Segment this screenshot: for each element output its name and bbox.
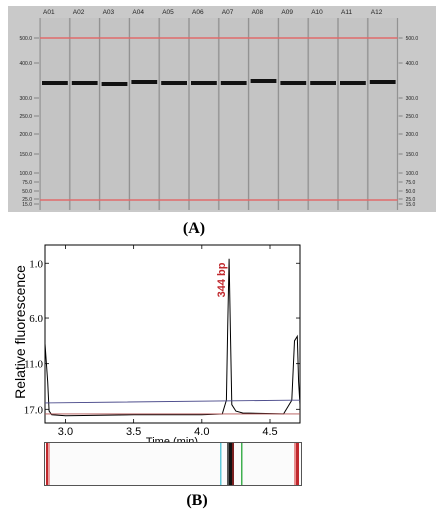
lane-label: A10	[311, 9, 323, 16]
dna-band	[340, 81, 366, 85]
x-tick-label: 4.5	[262, 426, 277, 438]
ladder-label-right: 25.0	[406, 197, 416, 203]
ladder-label-right: 150.0	[406, 152, 419, 158]
ladder-label-left: 500.0	[19, 36, 32, 42]
panel-a-caption: (A)	[182, 220, 206, 237]
virtual-gel-strip	[44, 442, 302, 486]
lane-label: A05	[162, 9, 174, 16]
strip-band	[227, 443, 229, 485]
ladder-label-right: 200.0	[406, 132, 419, 138]
x-tick-label: 3.5	[126, 426, 141, 438]
lane-label: A09	[281, 9, 293, 16]
ladder-label-left: 75.0	[22, 180, 32, 186]
ladder-label-right: 75.0	[406, 180, 416, 186]
ladder-label-right: 250.0	[406, 114, 419, 120]
ladder-label-right: 500.0	[406, 36, 419, 42]
ladder-label-left: 100.0	[19, 171, 32, 177]
y-axis-label: Relative fluorescence	[12, 265, 28, 399]
y-tick-label: 17.0	[24, 404, 44, 416]
strip-band	[220, 443, 222, 485]
ladder-label-left: 150.0	[19, 152, 32, 158]
dna-band	[369, 80, 396, 84]
gel-image: A01 A02 A03 A04 A05 A06 A07 A08 A09 A10 A11 A12 500.…	[8, 6, 436, 212]
electropherogram-panel: 17.0 11.0 6.0 1.0 3.0 3.5 4.0 4.5 Time (min) Rela…	[0, 240, 443, 448]
panel-b-caption: (B)	[186, 492, 208, 509]
strip-band	[48, 443, 50, 485]
dna-band	[42, 81, 68, 85]
baseline-blue-line	[44, 399, 300, 404]
gel-lane	[160, 18, 188, 210]
strip-band	[294, 443, 296, 485]
ladder-label-left: 250.0	[19, 114, 32, 120]
strip-band	[229, 443, 232, 485]
lane-label: A06	[192, 9, 204, 16]
strip-band	[232, 443, 234, 485]
dna-band	[250, 79, 277, 83]
dna-band	[191, 81, 217, 85]
lane-label: A03	[103, 9, 115, 16]
ladder-label-left: 25.0	[22, 197, 32, 203]
x-tick-label: 3.0	[58, 426, 73, 438]
lane-label: A04	[132, 9, 144, 16]
dna-band	[71, 81, 98, 85]
ladder-label-right: 15.0	[406, 202, 416, 208]
lane-label: A07	[222, 9, 234, 16]
ladder-label-left: 200.0	[19, 132, 32, 138]
ladder-label-left: 400.0	[19, 61, 32, 67]
ladder-label-right: 50.0	[406, 189, 416, 195]
ladder-label-left: 15.0	[22, 202, 32, 208]
sample-trace-line	[44, 258, 301, 417]
dna-band	[101, 82, 128, 86]
ladder-label-left: 50.0	[22, 189, 32, 195]
x-tick-label: 4.0	[194, 426, 209, 438]
dna-band	[220, 81, 247, 85]
gel-lane	[219, 18, 248, 210]
ladder-label-right: 400.0	[406, 61, 419, 67]
strip-band	[46, 443, 48, 485]
lane-label: A01	[43, 9, 55, 16]
dna-band	[310, 81, 336, 85]
gel-lane	[309, 18, 337, 210]
ladder-label-left: 300.0	[19, 96, 32, 102]
y-tick-label: 11.0	[24, 359, 43, 371]
y-tick-label: 1.0	[29, 258, 43, 270]
peak-label: 344 bp	[216, 262, 228, 297]
gel-lane	[368, 18, 397, 210]
virtual-gel-lane	[44, 442, 302, 486]
strip-band	[296, 443, 299, 485]
lane-label: A08	[252, 9, 264, 16]
gel-lane	[70, 18, 99, 210]
gel-lane	[41, 18, 69, 210]
dna-band	[280, 81, 307, 85]
gel-lane	[190, 18, 218, 210]
lane-label: A12	[371, 9, 383, 16]
gel-lane	[279, 18, 308, 210]
y-tick-label: 6.0	[29, 313, 43, 325]
strip-band	[241, 443, 243, 485]
gel-lane	[249, 18, 278, 210]
gel-lane	[130, 18, 159, 210]
dna-band	[131, 80, 158, 84]
ladder-label-right: 300.0	[406, 96, 419, 102]
gel-image-panel: A01 A02 A03 A04 A05 A06 A07 A08 A09 A10 A11 A12 500.…	[8, 6, 436, 212]
ladder-label-right: 100.0	[406, 171, 419, 177]
lane-label: A02	[73, 9, 85, 16]
dna-band	[161, 81, 187, 85]
plot-frame	[44, 244, 301, 424]
lane-label: A11	[341, 9, 352, 16]
gel-lane	[339, 18, 367, 210]
gel-lane	[100, 18, 129, 210]
strip-frame	[44, 442, 302, 486]
